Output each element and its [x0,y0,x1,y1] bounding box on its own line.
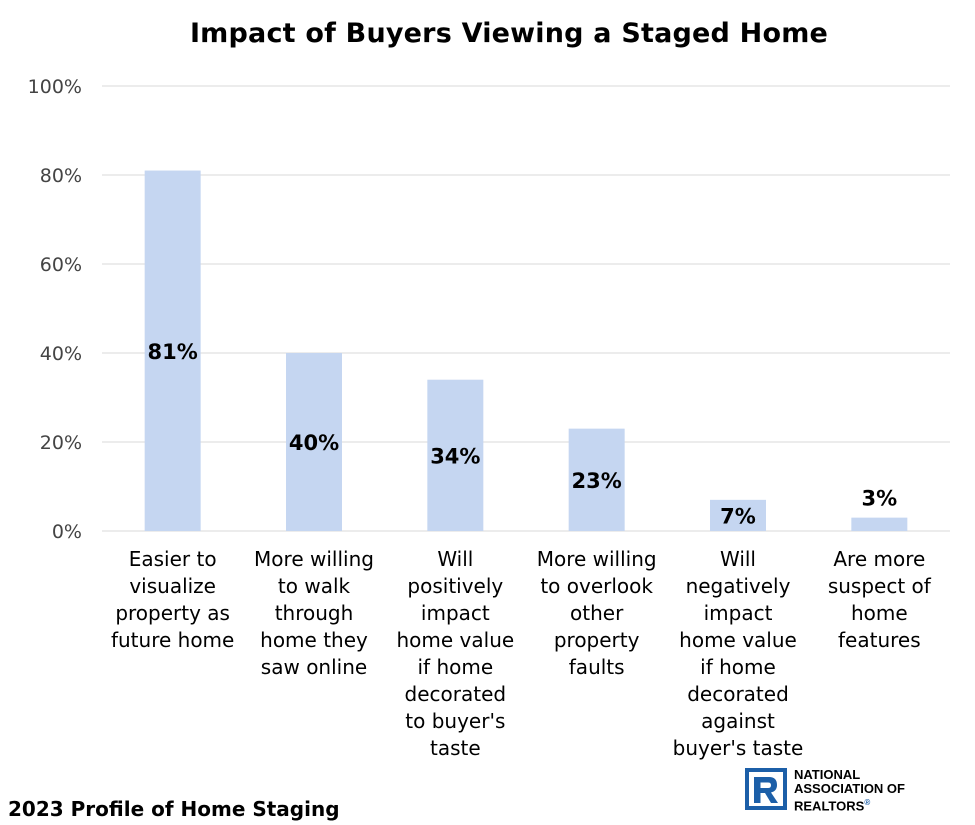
category-label-line: negatively [686,574,791,598]
category-label-line: positively [407,574,503,598]
category-label-line: visualize [129,574,216,598]
realtor-logo-icon [745,768,787,810]
realtor-logo-text: NATIONAL ASSOCIATION OF REALTORS® [794,768,905,813]
logo-line-3: REALTORS® [794,796,905,813]
bar [568,428,625,531]
logo-line-2: ASSOCIATION OF [794,781,905,796]
category-label-line: suspect of [828,574,932,598]
value-label: 23% [572,469,622,493]
y-tick-label: 60% [40,254,82,276]
category-label-line: More willing [254,547,374,571]
category-label-line: home value [679,628,797,652]
category-label-line: taste [430,736,481,760]
category-label-line: to overlook [540,574,653,598]
category-label-line: buyer's taste [673,736,804,760]
category-label-line: impact [704,601,773,625]
category-label-line: future home [111,628,234,652]
category-label: More willing to walk through home they saw o… [254,547,374,679]
category-label-line: to walk [278,574,351,598]
gridlines [102,85,950,532]
logo-line-3-text: REALTORS [794,798,865,814]
y-tick-label: 20% [40,432,82,454]
category-label-line: if home [418,655,494,679]
category-label-line: Will [437,547,473,571]
category-label-line: other [570,601,624,625]
y-tick-label: 40% [40,343,82,365]
category-label: Will negatively impact home value if home dec… [673,547,804,760]
value-label: 40% [289,431,339,455]
y-tick-label: 0% [52,521,82,543]
category-label: Will positively impact home value if home dec… [396,547,514,760]
category-labels: Easier to visualize property as future home… [111,547,932,760]
y-tick-label: 100% [28,76,82,98]
chart-title: Impact of Buyers Viewing a Staged Home [189,18,829,49]
category-label: More willing to overlook other property faul… [537,547,657,679]
category-label-line: saw online [261,655,367,679]
category-label-line: decorated [405,682,507,706]
category-label-line: home value [396,628,514,652]
registered-mark: ® [864,798,871,807]
logo-line-1: NATIONAL [794,767,861,782]
category-label-line: property [554,628,640,652]
category-label-line: impact [421,601,490,625]
category-label-line: decorated [687,682,789,706]
category-label: Easier to visualize property as future home [111,547,234,652]
bar-chart: 0% 20% 40% 60% 80% 100% 81% 40% 34% 23% 7% 3% Easi… [28,76,950,760]
category-label-line: More willing [537,547,657,571]
bars [144,170,908,532]
value-label: 81% [148,340,198,364]
category-label: Are more suspect of home features [828,547,932,652]
value-label: 7% [720,504,756,528]
bar [144,170,201,532]
category-label-line: faults [569,655,625,679]
bar [710,499,766,531]
category-label-line: to buyer's [405,709,505,733]
category-label-line: if home [700,655,776,679]
y-axis-tick-labels: 0% 20% 40% 60% 80% 100% [28,76,82,543]
category-label-line: Easier to [129,547,217,571]
value-labels: 81% 40% 34% 23% 7% 3% [148,340,898,529]
category-label-line: features [838,628,921,652]
category-label-line: property as [115,601,230,625]
category-label-line: home they [260,628,368,652]
category-label-line: Will [720,547,756,571]
y-tick-label: 80% [40,165,82,187]
bar [427,379,484,531]
category-label-line: home [851,601,908,625]
value-label: 34% [430,444,480,468]
category-label-line: against [701,709,775,733]
value-label: 3% [862,487,898,511]
footer-source: 2023 Profile of Home Staging [8,797,340,821]
bar [286,353,342,531]
category-label-line: Are more [833,547,925,571]
category-label-line: through [275,601,354,625]
bar [851,517,908,531]
